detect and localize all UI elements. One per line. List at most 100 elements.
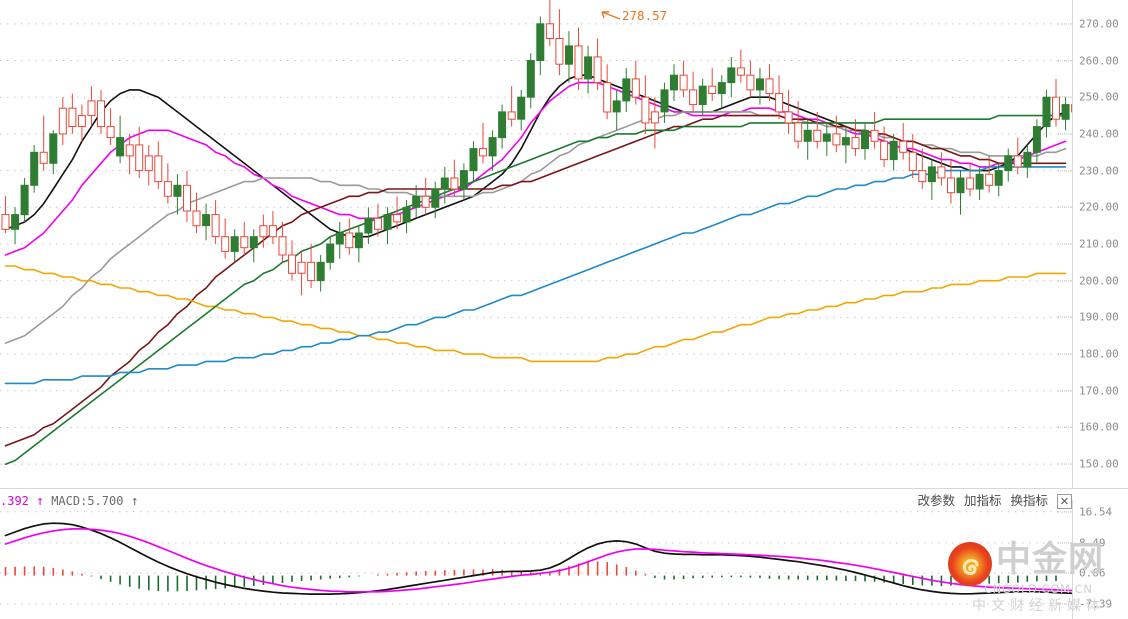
candle — [249, 229, 258, 263]
macd-header: .392 ↑ MACD:5.700 ↑ 改参数 加指标 换指标 ✕ — [0, 489, 1128, 513]
candle-body — [297, 261, 306, 274]
candle — [268, 210, 277, 244]
price-axis-tick — [1057, 280, 1071, 282]
candle-body — [230, 236, 239, 252]
candle-body — [650, 111, 659, 124]
candle-body — [77, 115, 86, 128]
candle-body — [192, 210, 201, 227]
candle — [765, 64, 774, 101]
candle — [173, 174, 182, 215]
candle — [202, 203, 211, 241]
candle-body — [947, 177, 955, 194]
price-axis-label: 240.00 — [1079, 127, 1119, 141]
macd-axis: 16.54 8.49 0.66 -7.39 — [1057, 500, 1128, 619]
candle — [49, 130, 58, 175]
candle-body — [994, 170, 1003, 186]
candle — [822, 122, 831, 156]
price-axis-tick — [1057, 60, 1071, 62]
candle-body — [440, 177, 449, 190]
candle-body — [116, 137, 125, 157]
candle-body — [880, 140, 889, 161]
ma-line-MA-green — [4, 114, 1067, 466]
ma-line-MA-magenta — [4, 81, 1067, 256]
candle-body — [488, 137, 497, 157]
price-axis-label: 250.00 — [1079, 90, 1119, 104]
candle — [708, 67, 717, 101]
candle-body — [641, 96, 650, 124]
switch-indicator-button[interactable]: 换指标 — [1010, 493, 1048, 508]
close-icon[interactable]: ✕ — [1057, 493, 1072, 509]
candle-body — [1013, 155, 1022, 168]
candle — [383, 207, 392, 244]
candle — [1061, 97, 1070, 131]
candle-body — [603, 82, 612, 113]
candle-body — [259, 225, 268, 238]
candle — [526, 53, 535, 109]
candle — [612, 89, 621, 131]
candle — [832, 115, 841, 153]
candle-body — [249, 236, 258, 249]
candle — [555, 9, 564, 76]
candle — [689, 71, 698, 112]
add-indicator-button[interactable]: 加指标 — [963, 493, 1002, 508]
candle — [20, 177, 29, 222]
candle — [221, 218, 230, 259]
candle-body — [545, 23, 554, 39]
candle-body — [956, 177, 965, 194]
candle — [937, 152, 946, 186]
ma-line-MA-gray — [4, 111, 1067, 344]
annotation-arrow-icon — [601, 11, 621, 20]
macd-value-label: MACD:5.700 — [51, 494, 124, 508]
candle — [966, 163, 975, 197]
candle — [488, 130, 497, 171]
candle-body — [450, 177, 459, 190]
macd-svg — [0, 511, 1072, 605]
candle-body — [498, 111, 507, 139]
macd-plot-area[interactable] — [0, 500, 1072, 619]
candle — [288, 240, 296, 281]
candle — [374, 203, 382, 237]
candle — [230, 229, 239, 263]
candle-body — [813, 129, 822, 142]
candle-body — [335, 232, 344, 245]
candle-body — [593, 56, 602, 84]
candle — [240, 221, 249, 256]
candle-body — [507, 111, 516, 120]
candle-body — [679, 74, 688, 91]
candle-body — [765, 78, 774, 95]
candle-body — [966, 177, 975, 190]
candle — [631, 60, 640, 105]
candle — [698, 78, 707, 116]
candle-body — [536, 23, 545, 61]
price-axis-label: 170.00 — [1079, 384, 1119, 398]
candle — [87, 86, 96, 127]
ma-line-MA-orange — [4, 265, 1067, 363]
price-axis: 270.00 260.00 250.00 240.00 230.00 220.00 210.… — [1057, 0, 1128, 488]
candle-body — [307, 261, 316, 282]
candle-body — [727, 67, 736, 84]
candle — [717, 75, 726, 109]
candle-body — [183, 184, 191, 212]
price-axis-label: 150.00 — [1079, 457, 1119, 471]
candle-body — [717, 82, 726, 95]
candle-body — [383, 214, 392, 230]
candle — [364, 207, 373, 244]
candle-body — [154, 155, 163, 183]
macd-dea-line — [4, 528, 1072, 593]
change-params-button[interactable]: 改参数 — [917, 493, 955, 508]
candle — [259, 214, 268, 248]
candle — [183, 170, 191, 222]
candle — [660, 82, 669, 123]
macd-up-arrow-icon: ↑ — [130, 494, 139, 509]
candle-body — [97, 100, 105, 128]
price-plot-area[interactable] — [0, 0, 1072, 488]
candle — [421, 177, 430, 215]
candle-body — [555, 38, 564, 65]
candle — [450, 159, 459, 197]
candle-body — [240, 236, 249, 249]
candle — [947, 159, 955, 204]
candle — [574, 27, 583, 90]
candle — [297, 251, 306, 296]
candle-body — [345, 232, 354, 249]
candle-body — [918, 170, 927, 183]
